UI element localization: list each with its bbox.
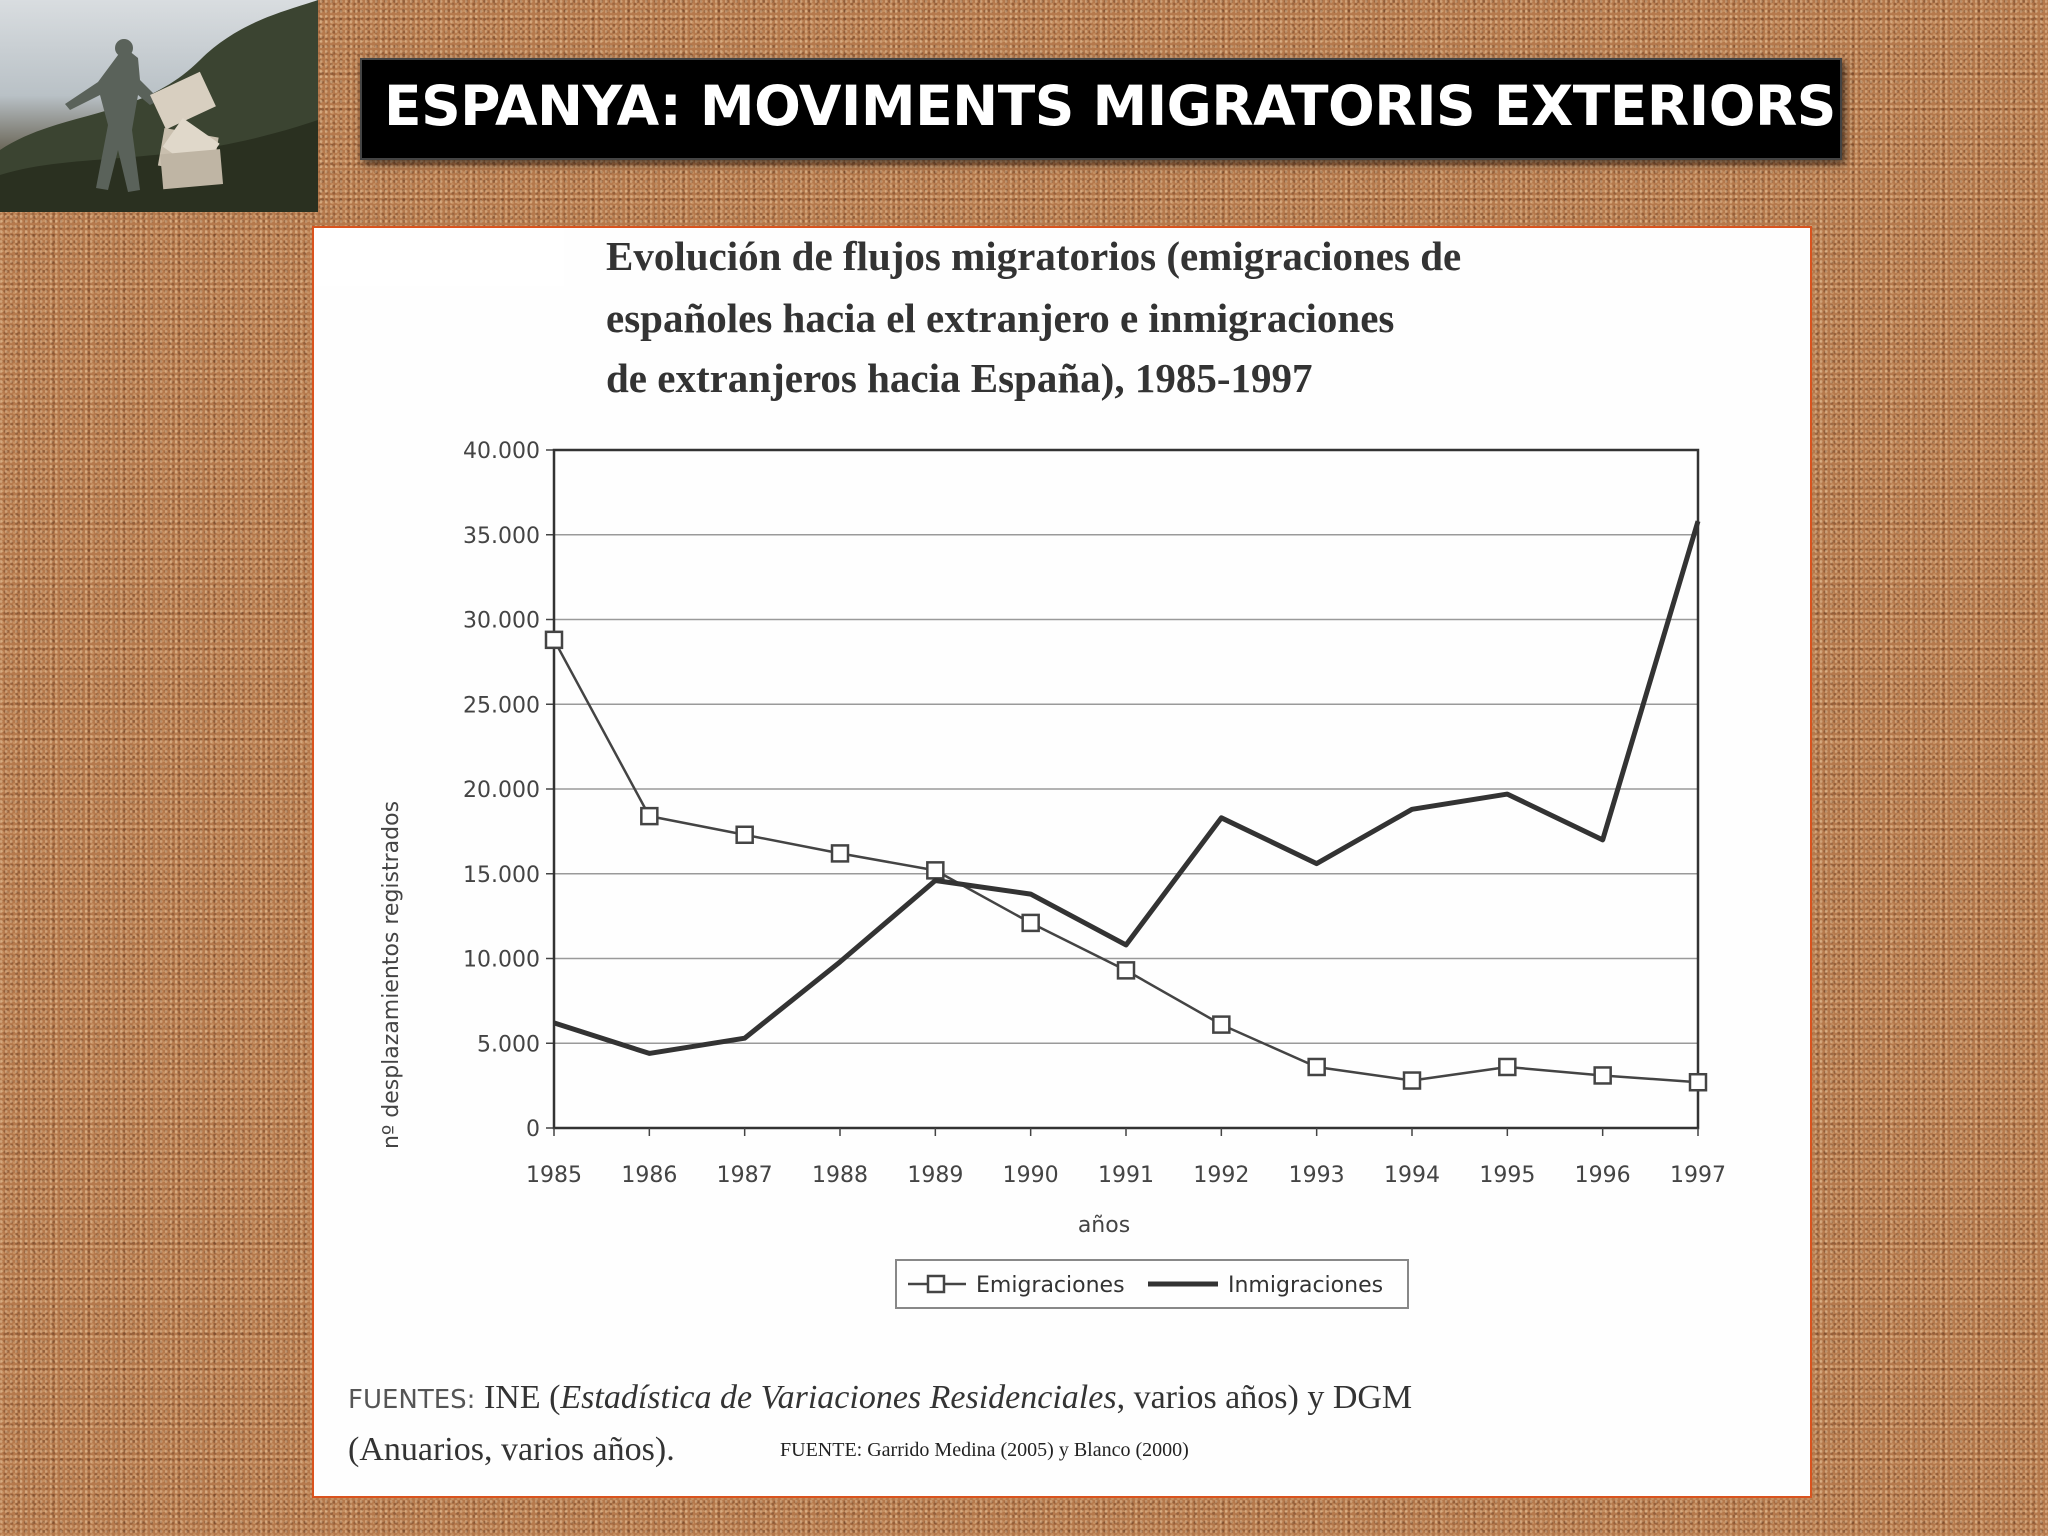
x-tick-label: 1994 [1384,1163,1440,1188]
y-tick-label: 5.000 [477,1032,540,1057]
x-tick-label: 1993 [1289,1163,1345,1188]
sources-line-2-small: FUENTE: Garrido Medina (2005) y Blanco (… [780,1439,1189,1461]
legend-emigraciones-label: Emigraciones [976,1273,1125,1298]
grid-lines [554,449,1698,1044]
line-chart: Evolución de flujos migratorios (emigrac… [314,228,1726,1468]
title-mask [314,228,564,286]
sources-line-2: (Anuarios, varios años). [348,1431,675,1468]
sculpture-photo [0,0,318,212]
legend-inmigraciones-label: Inmigraciones [1228,1273,1383,1298]
sculpture-photo-image [0,0,318,212]
sources-line-1: FUENTES: INE (Estadística de Variaciones… [348,1379,1412,1416]
title-bar: ESPANYA: MOVIMENTS MIGRATORIS EXTERIORS [360,58,1842,160]
data-point-emigraciones [1593,1066,1612,1085]
x-tick-label: 1991 [1098,1163,1154,1188]
legend: Emigraciones Inmigraciones [895,1259,1409,1309]
chart-title-line-3: de extranjeros hacia España), 1985-1997 [606,355,1312,401]
x-tick-label: 1996 [1575,1163,1631,1188]
legend-box [895,1259,1409,1309]
data-point-emigraciones [1498,1057,1517,1077]
chart-panel: Evolución de flujos migratorios (emigrac… [312,226,1812,1498]
series-line-inmigraciones [553,520,1701,1056]
sources-note: FUENTES: INE (Estadística de Variaciones… [348,1379,1412,1468]
y-tick-label: 0 [526,1117,540,1142]
y-tick-label: 15.000 [463,863,540,888]
chart-title-line-1: Evolución de flujos migratorios (emigrac… [606,233,1461,279]
y-tick-label: 25.000 [463,693,540,718]
data-point-emigraciones [1116,961,1136,980]
x-tick-label: 1990 [1003,1163,1059,1188]
series [544,520,1708,1092]
y-tick-label: 20.000 [463,778,540,803]
sources-line-1-italic: Estadística de Variaciones Residenciales [559,1379,1116,1416]
data-point-emigraciones [926,861,945,880]
data-point-emigraciones [1688,1072,1708,1092]
x-tick-label: 1985 [526,1163,582,1188]
x-tick-label: 1988 [812,1163,868,1188]
x-tick-label: 1986 [621,1163,677,1188]
data-point-emigraciones [1402,1071,1422,1090]
data-point-emigraciones [830,844,850,863]
x-tick-label: 1989 [907,1163,963,1188]
sources-line-1-a: INE ( [475,1379,560,1416]
data-point-emigraciones [1212,1015,1231,1034]
x-tick-labels: 1985 1986 1987 1988 1989 1990 1991 1992 1993 1994… [526,1163,1726,1188]
x-axis-label: años [1078,1213,1130,1238]
y-tick-label: 35.000 [463,524,540,549]
legend-emigraciones-marker [926,1274,946,1294]
data-point-emigraciones [640,806,659,826]
series-line-emigraciones [552,639,1699,1084]
data-point-emigraciones [1307,1057,1326,1077]
y-axis-label: nº desplazamientos registrados [379,801,404,1149]
sources-label: FUENTES: [348,1385,475,1415]
x-tick-label: 1997 [1670,1163,1726,1188]
x-tick-label: 1987 [717,1163,773,1188]
data-point-emigraciones [735,825,754,845]
x-tick-label: 1992 [1193,1163,1249,1188]
data-point-emigraciones [544,630,564,650]
sources-line-1-b: , varios años) y DGM [1117,1379,1413,1416]
y-tick-label: 10.000 [463,948,540,973]
y-tick-label: 40.000 [463,439,540,464]
x-tick-label: 1995 [1479,1163,1535,1188]
y-tick-labels: 0 5.000 10.000 15.000 20.000 25.000 30.000 35.0… [463,439,540,1142]
data-point-emigraciones [1021,913,1040,933]
axes [546,448,1700,1136]
y-tick-label: 30.000 [463,609,540,634]
slide-title: ESPANYA: MOVIMENTS MIGRATORIS EXTERIORS [384,74,1836,138]
chart-title-line-2: españoles hacia el extranjero e inmigrac… [606,295,1394,341]
